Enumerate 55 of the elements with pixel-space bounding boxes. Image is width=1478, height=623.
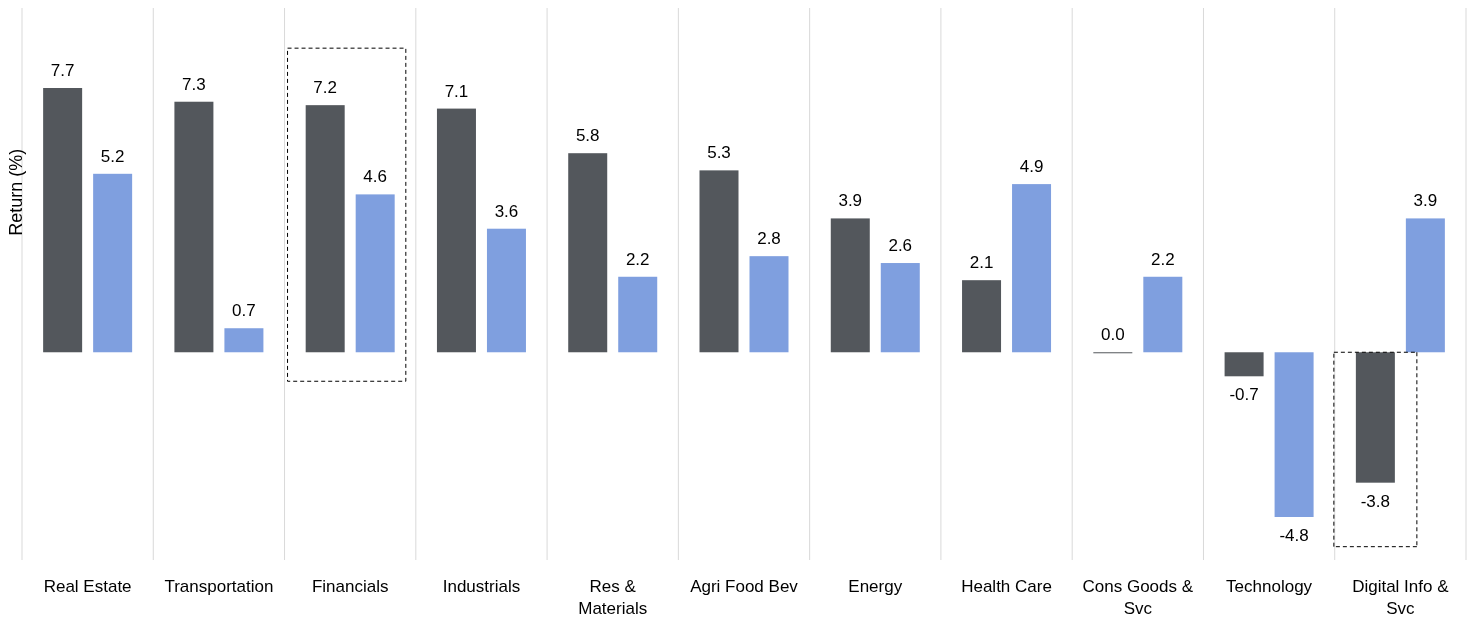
- bar: [1143, 276, 1183, 353]
- bar: [486, 228, 526, 353]
- x-tick-label: Digital Info & Svc: [1352, 577, 1450, 618]
- data-label: 4.6: [363, 167, 387, 187]
- bar: [618, 276, 658, 353]
- data-label: 2.8: [757, 229, 781, 249]
- data-label: -3.8: [1360, 491, 1391, 511]
- bar: [880, 263, 920, 353]
- data-label: 7.2: [313, 78, 337, 98]
- bar: [568, 153, 608, 353]
- x-tick-label: Cons Goods & Svc: [1082, 577, 1194, 618]
- x-tick-label: Industrials: [442, 577, 521, 596]
- data-label: 4.9: [1019, 157, 1044, 177]
- bar: [749, 256, 789, 353]
- data-label: 2.2: [1151, 249, 1175, 269]
- data-label: 2.1: [969, 253, 994, 273]
- data-label: 5.8: [575, 126, 600, 146]
- bar: [305, 105, 345, 353]
- x-tick-label: Real Estate: [43, 577, 132, 596]
- x-tick-label: Financials: [311, 577, 389, 596]
- x-tick-label: Health Care: [961, 577, 1052, 596]
- data-label: 7.3: [182, 74, 206, 94]
- data-label: 0.7: [232, 301, 256, 321]
- x-tick-label: Energy: [848, 577, 903, 596]
- data-label: 5.3: [707, 143, 731, 163]
- data-label: 2.6: [888, 236, 913, 256]
- data-label: 3.9: [1413, 191, 1438, 211]
- x-tick-label: Agri Food Bev: [690, 577, 799, 596]
- data-label: -4.8: [1279, 526, 1309, 545]
- bar: [1274, 352, 1314, 517]
- bar: [436, 108, 476, 353]
- bar: [962, 280, 1002, 353]
- x-tick-label: Res & Materials: [578, 577, 648, 618]
- data-label: 0.0: [1101, 325, 1125, 345]
- bar: [1405, 218, 1445, 353]
- bar: [1012, 184, 1052, 353]
- data-label: 7.7: [50, 61, 75, 80]
- y-axis-title: Return (%): [6, 148, 26, 236]
- x-tick-label: Transportation: [164, 577, 274, 596]
- data-label: 2.2: [625, 249, 650, 269]
- bar: [1224, 352, 1264, 377]
- data-label: 7.1: [444, 81, 469, 101]
- bar: [830, 218, 870, 353]
- bar: [93, 173, 133, 353]
- bar: [699, 170, 739, 353]
- data-label: 3.9: [838, 191, 863, 211]
- x-tick-label: Technology: [1226, 577, 1313, 596]
- bar: [174, 101, 214, 353]
- data-label: 5.2: [100, 146, 125, 166]
- bar: [1355, 352, 1395, 483]
- bar: [224, 328, 264, 353]
- bar: [43, 88, 83, 353]
- data-label: -0.7: [1229, 385, 1259, 405]
- bar: [355, 194, 395, 353]
- data-label: 3.6: [494, 201, 519, 221]
